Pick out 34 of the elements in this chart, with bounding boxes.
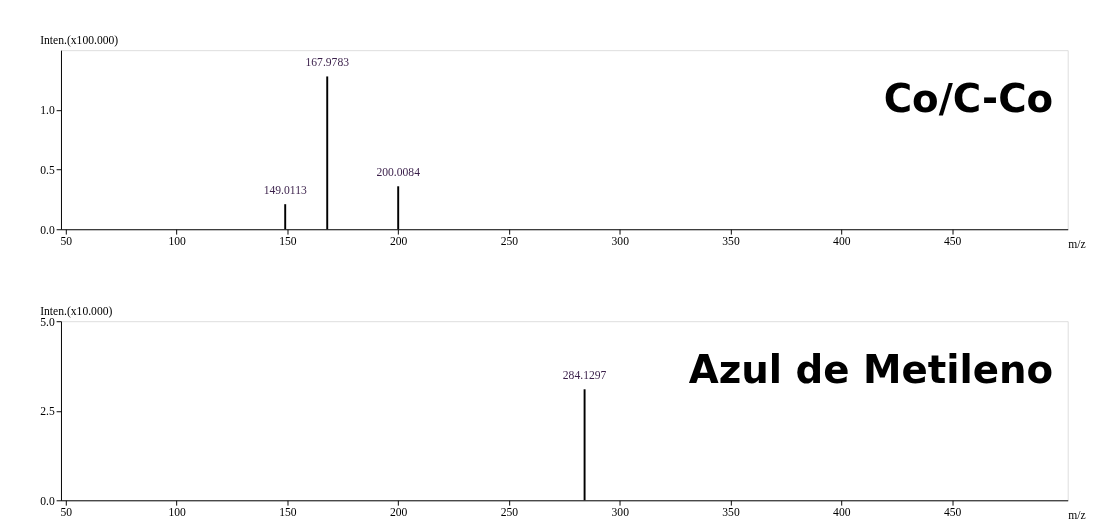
annotation: 167.9783: [305, 55, 350, 69]
y-axis-title: Inten.(x10.000): [40, 304, 113, 318]
annotation: 200.0084: [376, 165, 421, 179]
annotation: 284.1297: [562, 368, 607, 382]
x-tick-label: 450: [943, 235, 962, 249]
x-tick-label: 350: [722, 506, 740, 520]
x-tick-label: 50: [60, 235, 73, 249]
x-tick-label: 350: [722, 235, 740, 249]
x-tick-label: 300: [611, 235, 630, 249]
x-tick-label: 400: [833, 235, 851, 249]
x-tick-label: 400: [833, 506, 851, 520]
x-tick-label: 450: [943, 506, 962, 520]
x-tick-label: 250: [500, 506, 519, 520]
x-tick-label: 150: [279, 235, 297, 249]
x-axis-title: m/z: [1068, 238, 1086, 252]
x-tick-label: 100: [168, 235, 186, 249]
x-tick-label: 100: [168, 506, 186, 520]
annotation: Co/C-Co: [883, 75, 1054, 121]
annotation: Azul de Metileno: [688, 346, 1054, 392]
x-tick-label: 200: [389, 235, 408, 249]
y-tick-label: 2.5: [40, 405, 55, 419]
x-tick-label: 300: [611, 506, 630, 520]
x-axis-title: m/z: [1068, 509, 1086, 523]
y-tick-label: 5.0: [40, 315, 55, 329]
y-tick-label: 1.0: [40, 104, 55, 118]
x-tick-label: 150: [279, 506, 297, 520]
x-tick-label: 50: [60, 506, 73, 520]
annotation: 149.0113: [263, 183, 307, 197]
x-tick-label: 250: [500, 235, 519, 249]
y-tick-label: 0.0: [40, 494, 55, 508]
y-tick-label: 0.0: [40, 223, 55, 237]
y-axis-title: Inten.(x100.000): [40, 33, 119, 47]
x-tick-label: 200: [389, 506, 408, 520]
y-tick-label: 0.5: [40, 163, 55, 177]
